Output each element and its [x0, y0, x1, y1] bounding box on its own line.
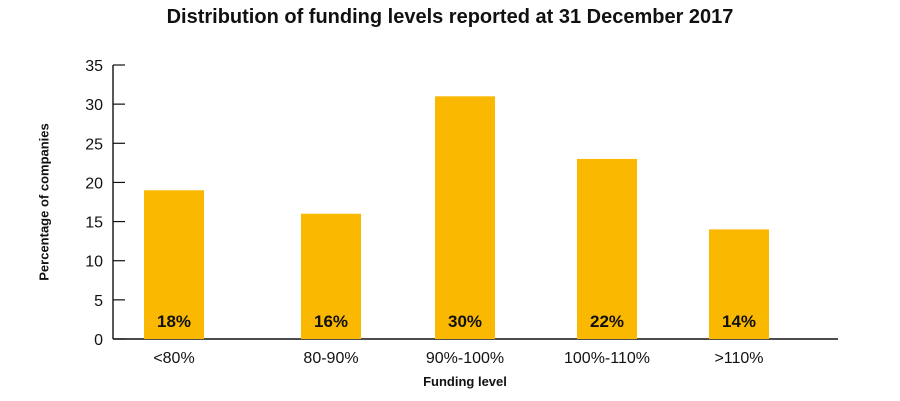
chart-title: Distribution of funding levels reported …: [166, 6, 734, 28]
y-tick-label: 10: [85, 254, 103, 271]
y-tick-label: 0: [94, 332, 103, 349]
bar-data-label: 22%: [590, 312, 624, 331]
x-category-label: >110%: [714, 350, 763, 367]
bar-data-label: 30%: [448, 312, 482, 331]
bars: [144, 96, 769, 339]
bar: [144, 190, 204, 339]
bar: [709, 229, 769, 339]
x-axis-label: Funding level: [423, 374, 507, 389]
y-tick-label: 15: [85, 215, 103, 232]
bar-data-label: 16%: [314, 312, 348, 331]
bar: [577, 158, 637, 339]
bar-data-label: 14%: [722, 312, 756, 331]
bar: [435, 96, 495, 339]
bar-data-label: 18%: [157, 312, 191, 331]
bar: [301, 213, 361, 339]
y-tick-label: 35: [85, 58, 103, 75]
y-tick-label: 30: [85, 97, 103, 114]
y-tick-label: 20: [85, 175, 103, 192]
x-category-label: 80-90%: [303, 350, 358, 367]
x-category-label: <80%: [153, 350, 194, 367]
x-category-label: 90%-100%: [426, 350, 504, 367]
labels: 18% <80% 16% 80-90% 30% 90%-100% 22% 100%-110% 1…: [153, 312, 763, 367]
y-tick-label: 5: [94, 293, 103, 310]
y-tick-label: 25: [85, 136, 103, 153]
x-category-label: 100%-110%: [564, 350, 650, 367]
